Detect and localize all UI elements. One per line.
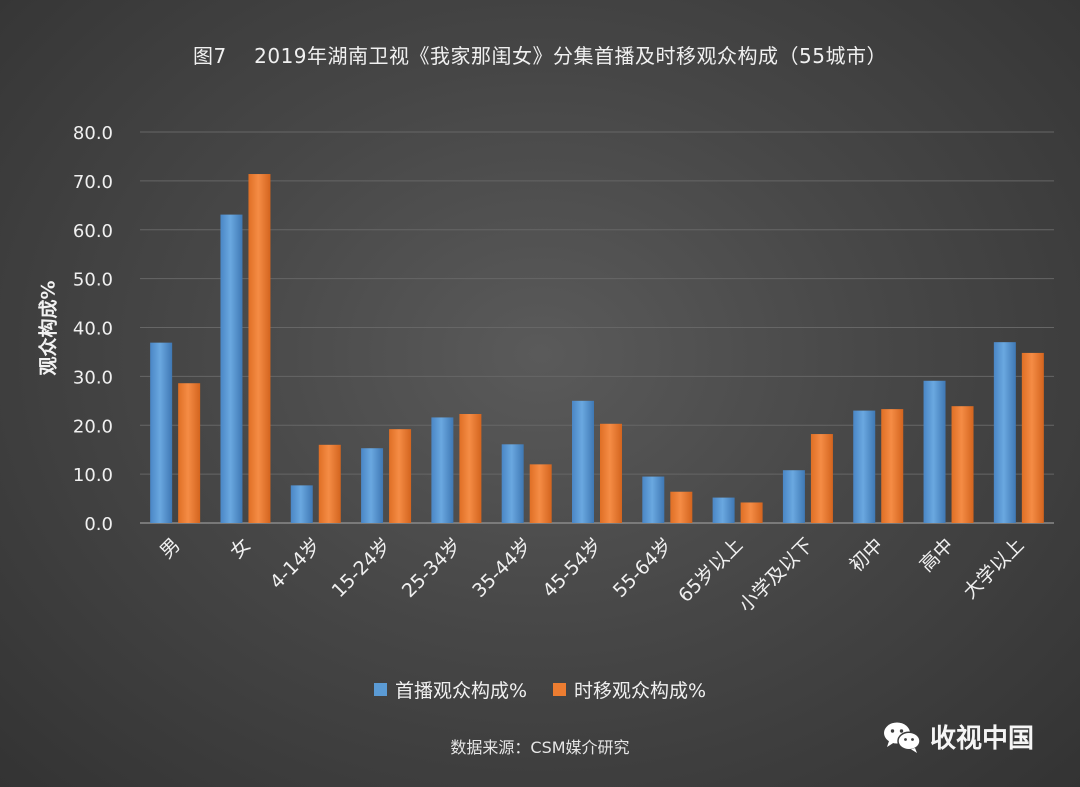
bar-first-broadcast xyxy=(501,444,524,523)
chart-title: 图7 2019年湖南卫视《我家那闺女》分集首播及时移观众构成（55城市） xyxy=(192,44,887,68)
y-tick-label: 10.0 xyxy=(73,465,113,486)
bar-first-broadcast xyxy=(782,470,805,523)
bar-timeshift xyxy=(459,414,482,523)
bar-first-broadcast xyxy=(853,410,876,523)
y-tick-label: 20.0 xyxy=(73,416,113,437)
x-tick-label: 45-54岁 xyxy=(538,534,606,602)
bar-timeshift xyxy=(1021,352,1044,523)
bar-first-broadcast xyxy=(431,417,454,523)
bar-first-broadcast xyxy=(712,497,735,523)
y-tick-label: 80.0 xyxy=(73,123,113,144)
legend-swatch-orange xyxy=(553,683,566,696)
bar-first-broadcast xyxy=(290,485,313,523)
y-tick-label: 40.0 xyxy=(73,319,113,340)
legend-item-first-broadcast: 首播观众构成% xyxy=(373,676,527,703)
x-tick-label: 男 xyxy=(156,534,185,563)
x-tick-label: 55-64岁 xyxy=(609,534,677,602)
bar-first-broadcast xyxy=(361,448,384,523)
legend-item-timeshift: 时移观众构成% xyxy=(553,676,706,703)
bar-first-broadcast xyxy=(642,476,665,523)
x-tick-label: 高中 xyxy=(916,534,958,576)
bar-first-broadcast xyxy=(993,342,1016,523)
y-tick-label: 0.0 xyxy=(84,514,113,535)
x-tick-label: 初中 xyxy=(845,534,887,576)
x-tick-label: 35-44岁 xyxy=(468,534,536,602)
bar-timeshift xyxy=(670,491,693,523)
x-tick-label: 15-24岁 xyxy=(328,534,396,602)
bar-timeshift xyxy=(740,502,763,523)
bar-timeshift xyxy=(529,464,552,523)
legend-label-first-broadcast: 首播观众构成% xyxy=(394,680,527,702)
bar-first-broadcast xyxy=(220,214,243,523)
x-tick-label: 25-34岁 xyxy=(398,534,466,602)
bar-timeshift xyxy=(248,174,271,523)
bar-timeshift xyxy=(951,406,974,523)
source-note: 数据来源：CSM媒介研究 xyxy=(450,738,630,757)
bars xyxy=(150,174,1044,523)
x-tick-label: 4-14岁 xyxy=(266,534,325,593)
bar-timeshift xyxy=(318,444,341,523)
y-tick-label: 30.0 xyxy=(73,367,113,388)
bar-first-broadcast xyxy=(572,400,594,523)
y-tick-label: 60.0 xyxy=(73,221,113,242)
bar-timeshift xyxy=(389,429,412,523)
legend-label-timeshift: 时移观众构成% xyxy=(574,680,707,702)
x-tick-label: 大学以上 xyxy=(959,534,1028,603)
bar-first-broadcast xyxy=(923,380,946,523)
bar-first-broadcast xyxy=(150,342,173,523)
bar-timeshift xyxy=(178,383,201,523)
bar-timeshift xyxy=(881,409,904,523)
brand-name: 收视中国 xyxy=(930,724,1035,754)
brand-watermark: 收视中国 xyxy=(882,718,1034,755)
y-tick-label: 70.0 xyxy=(73,172,113,193)
gridlines xyxy=(140,131,1054,524)
bar-timeshift xyxy=(600,423,622,523)
legend: 首播观众构成% 时移观众构成% xyxy=(0,676,1080,703)
legend-swatch-blue xyxy=(373,683,387,696)
x-tick-label: 小学及以下 xyxy=(735,534,818,617)
x-tick-label: 65岁以上 xyxy=(674,534,747,607)
wechat-icon xyxy=(884,722,921,753)
x-tick-label: 女 xyxy=(226,534,255,563)
axis-labels: 0.0 10.0 20.0 30.0 40.0 50.0 60.0 70.0 80.0 男 女 4-1… xyxy=(73,123,1028,617)
y-tick-label: 50.0 xyxy=(73,270,113,291)
bar-timeshift xyxy=(810,434,833,523)
